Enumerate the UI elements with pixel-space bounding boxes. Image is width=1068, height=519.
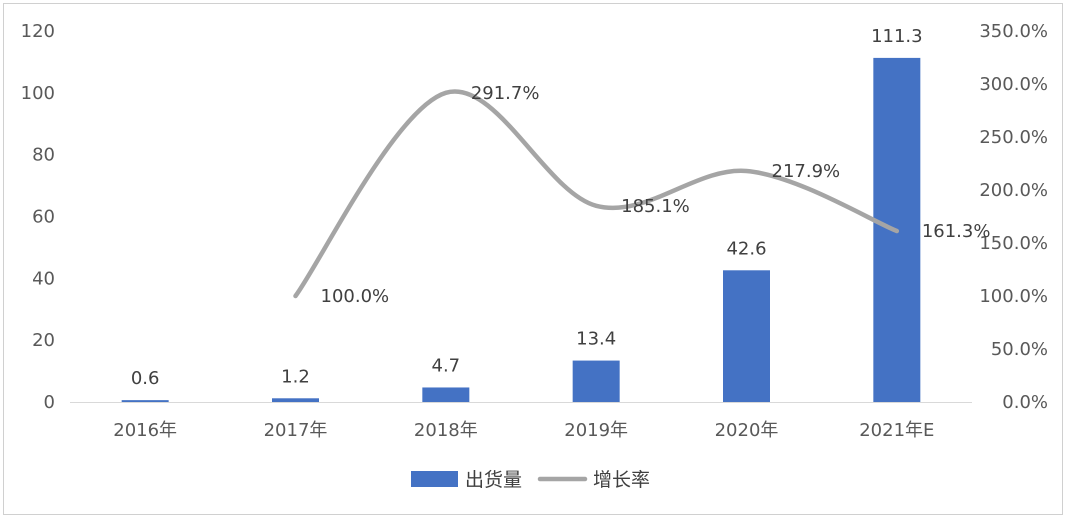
line-data-label: 291.7% xyxy=(471,83,540,104)
bar-data-label: 13.4 xyxy=(576,329,616,350)
bar xyxy=(422,387,470,402)
bar xyxy=(572,360,620,402)
x-tick-label: 2021年E xyxy=(859,420,934,441)
bar-data-label: 42.6 xyxy=(726,238,766,259)
y-right-tick-label: 0.0% xyxy=(1002,392,1048,413)
y-right-tick-label: 200.0% xyxy=(979,180,1048,201)
y-left-tick-label: 40 xyxy=(32,268,55,289)
bar-data-label: 111.3 xyxy=(871,26,923,47)
legend-swatch-shipments xyxy=(411,471,458,487)
y-left-tick-label: 60 xyxy=(32,207,55,228)
growth-rate-line xyxy=(293,89,900,299)
y-right-tick-label: 150.0% xyxy=(979,233,1048,254)
line-data-label: 100.0% xyxy=(321,286,390,307)
y-left-tick-label: 20 xyxy=(32,330,55,351)
bar xyxy=(723,270,770,402)
y-left-tick-label: 0 xyxy=(44,392,55,413)
y-right-tick-label: 350.0% xyxy=(979,21,1048,42)
y-right-tick-label: 250.0% xyxy=(979,127,1048,148)
y-right-tick-label: 100.0% xyxy=(979,286,1048,307)
y-right-tick-label: 300.0% xyxy=(979,74,1048,95)
chart-frame xyxy=(3,3,1063,515)
line-data-label: 185.1% xyxy=(621,196,690,217)
bar-data-label: 4.7 xyxy=(432,355,461,376)
y-left-tick-label: 100 xyxy=(21,83,55,104)
x-tick-label: 2019年 xyxy=(564,420,628,441)
line-data-label: 161.3% xyxy=(922,221,991,242)
y-left-tick-label: 80 xyxy=(32,145,55,166)
y-right-tick-label: 50.0% xyxy=(991,339,1048,360)
y-left-tick-label: 120 xyxy=(21,21,55,42)
legend-label-growth: 增长率 xyxy=(593,469,650,491)
x-tick-label: 2018年 xyxy=(414,420,478,441)
x-tick-label: 2020年 xyxy=(715,420,779,441)
line-data-label: 217.9% xyxy=(772,161,841,182)
x-tick-label: 2017年 xyxy=(264,420,328,441)
bar xyxy=(272,398,319,402)
bar xyxy=(121,400,169,402)
bar-data-label: 0.6 xyxy=(131,368,160,389)
x-tick-label: 2016年 xyxy=(113,420,177,441)
bar-data-label: 1.2 xyxy=(281,366,310,387)
legend-label-shipments: 出货量 xyxy=(465,469,522,491)
